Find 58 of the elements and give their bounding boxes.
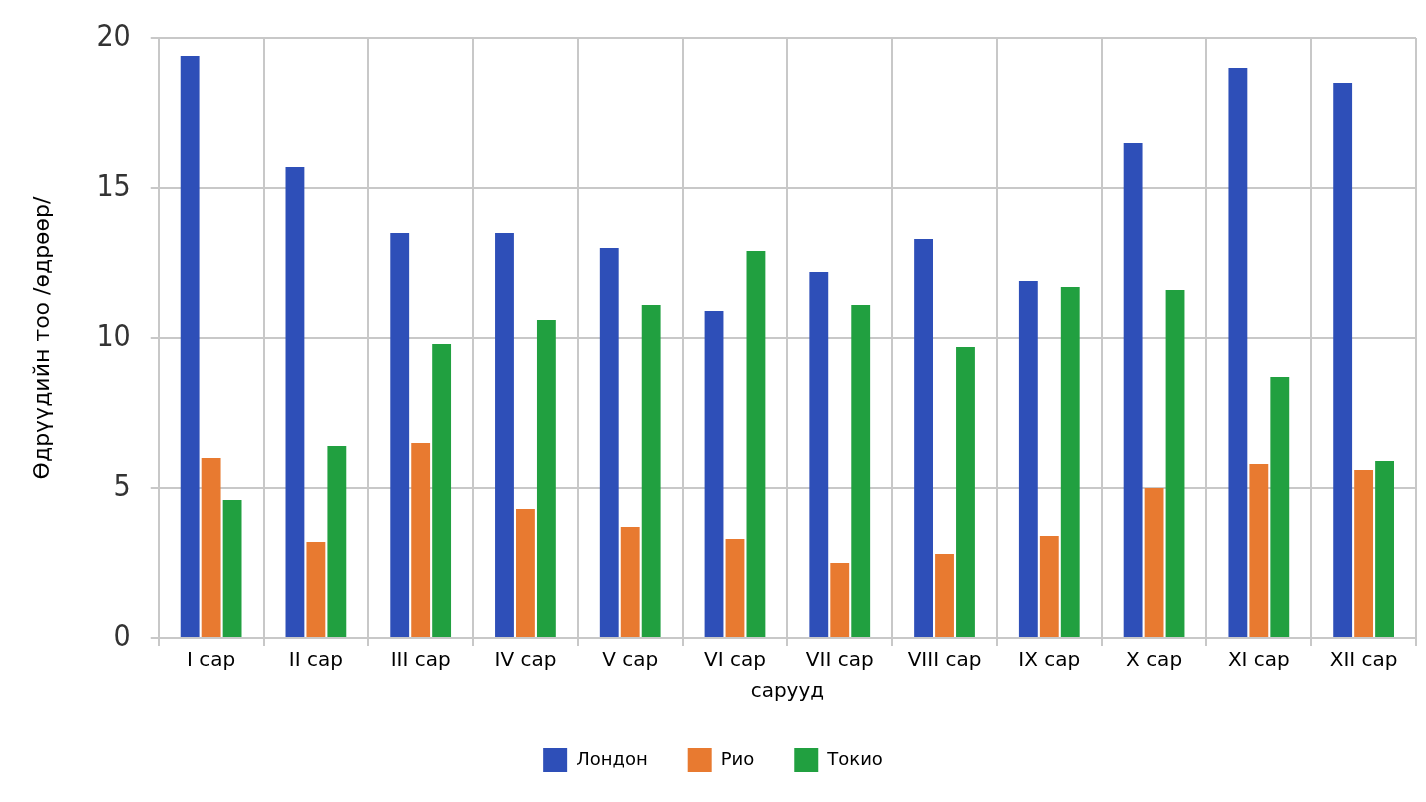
x-tick-label: I сар (187, 647, 236, 672)
bar (1039, 536, 1059, 637)
bar (327, 446, 347, 637)
y-tick-label: 5 (113, 467, 131, 503)
y-tick-label: 10 (96, 317, 131, 353)
bar (1270, 377, 1290, 637)
bar (704, 311, 724, 637)
bar (914, 239, 933, 637)
bar (222, 500, 242, 637)
x-tick-label: II сар (288, 647, 343, 672)
y-axis-title: Өдрүүдийн тоо /өдрөөр/ (28, 196, 54, 480)
bar (1354, 470, 1374, 637)
bar (851, 305, 871, 637)
bar (411, 443, 431, 637)
legend-label: Токио (826, 747, 883, 769)
x-tick-label: IX сар (1018, 647, 1081, 672)
bar (432, 344, 452, 637)
bar (1228, 68, 1248, 637)
bar (830, 563, 850, 637)
bar (1249, 464, 1269, 637)
x-tick-label: V сар (602, 647, 659, 672)
bar (390, 233, 410, 637)
x-tick-label: III сар (390, 647, 451, 672)
bar (1165, 290, 1185, 637)
x-tick-label: IV сар (494, 647, 557, 672)
bar (285, 167, 305, 637)
x-tick-label: VI сар (704, 647, 766, 672)
x-tick-label: X сар (1126, 647, 1183, 672)
y-tick-label: 15 (96, 167, 131, 203)
bar (495, 233, 514, 637)
bar (641, 305, 661, 637)
bar (1060, 287, 1080, 637)
bar (809, 272, 829, 637)
bar (516, 509, 535, 637)
x-tick-label: XI сар (1227, 647, 1290, 672)
bar (180, 56, 200, 637)
x-tick-label: VII сар (805, 647, 874, 672)
bar (306, 542, 326, 637)
x-tick-label: XII сар (1329, 647, 1398, 672)
bar (1018, 281, 1038, 637)
bar (536, 320, 556, 637)
bar (620, 527, 640, 637)
bar (725, 539, 745, 637)
y-tick-label: 0 (113, 617, 131, 653)
bar (1144, 488, 1164, 637)
bar (201, 458, 221, 637)
bar (1375, 461, 1394, 637)
legend-label: Рио (720, 747, 755, 769)
x-tick-label: VIII сар (907, 647, 982, 672)
bar (1123, 143, 1143, 637)
x-axis-title: сарууд (750, 678, 825, 703)
legend-label: Лондон (576, 747, 648, 769)
bar (956, 347, 975, 637)
y-tick-label: 20 (96, 17, 131, 53)
bar (746, 251, 766, 637)
bar (1333, 83, 1353, 637)
bar (935, 554, 954, 637)
bar (599, 248, 619, 637)
